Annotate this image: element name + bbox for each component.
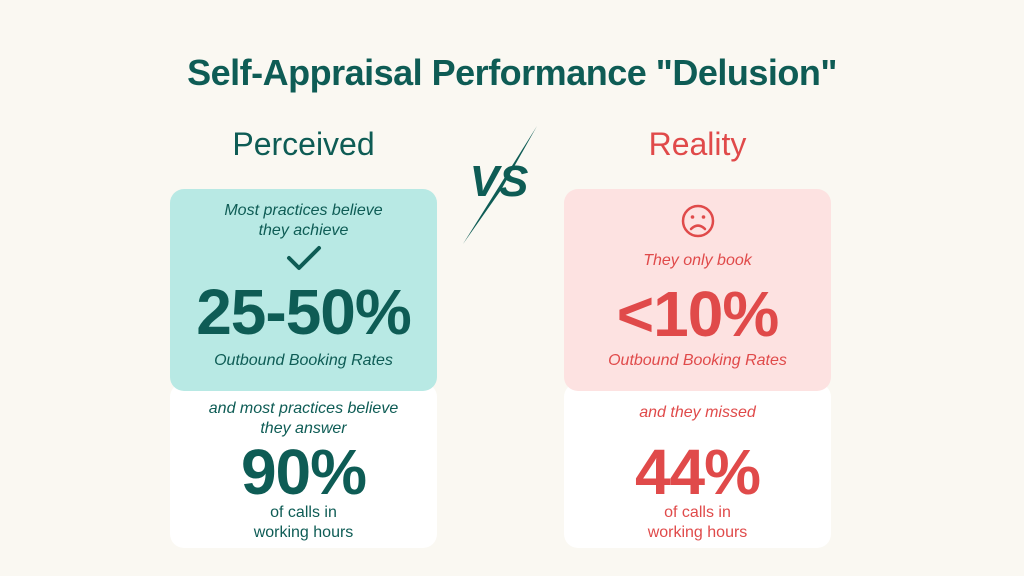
reality-calls-card: and they missed 44% of calls in working …	[564, 383, 831, 548]
perceived-calls-intro: and most practices believe they answer	[208, 400, 399, 437]
check-icon	[286, 246, 321, 270]
reality-calls-intro: and they missed	[639, 404, 756, 421]
page-title: Self-Appraisal Performance "Delusion"	[187, 52, 837, 93]
perceived-calls-caption: of calls in working hours	[253, 504, 354, 541]
perceived-booking-value: 25-50%	[196, 276, 412, 348]
reality-calls-caption: of calls in working hours	[647, 504, 748, 541]
reality-calls-value: 44%	[634, 436, 761, 508]
reality-booking-caption: Outbound Booking Rates	[608, 352, 787, 369]
perceived-heading: Perceived	[232, 126, 375, 162]
reality-booking-card: They only book <10% Outbound Booking Rat…	[564, 189, 831, 391]
vs-label: VS	[470, 157, 529, 206]
perceived-calls-card: and most practices believe they answer 9…	[170, 383, 437, 548]
perceived-calls-value: 90%	[240, 436, 367, 508]
reality-booking-intro: They only book	[643, 252, 752, 269]
reality-booking-value: <10%	[616, 278, 779, 350]
perceived-booking-caption: Outbound Booking Rates	[214, 352, 393, 369]
sad-face-icon	[681, 204, 714, 238]
versus-icon: VS	[463, 126, 537, 244]
perceived-booking-intro: Most practices believe they achieve	[224, 202, 383, 239]
reality-heading: Reality	[648, 126, 747, 162]
perceived-booking-card: Most practices believe they achieve 25-5…	[170, 189, 437, 391]
